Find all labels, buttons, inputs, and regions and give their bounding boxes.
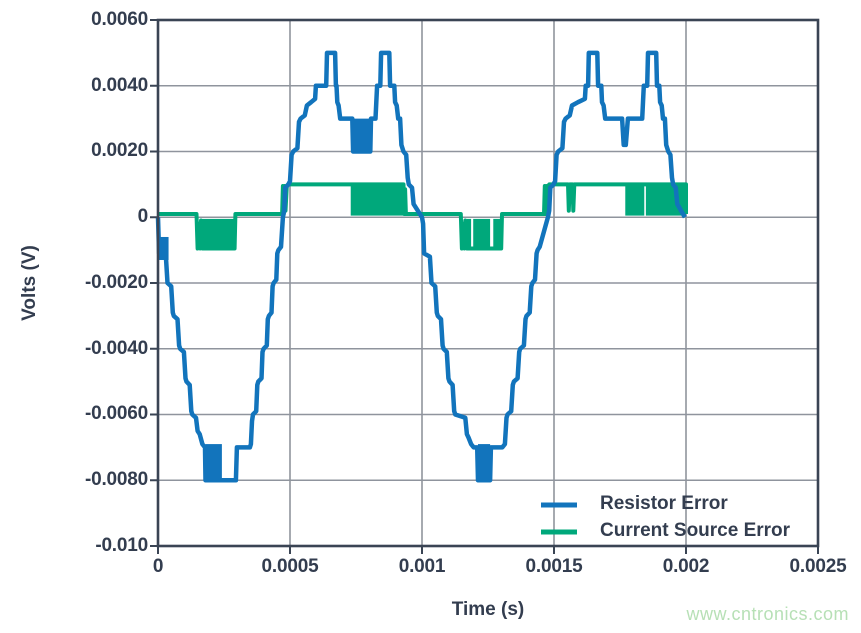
y-tick-label: 0.0020: [91, 140, 148, 161]
series-band-1: [466, 218, 472, 249]
series-band-1: [202, 218, 235, 249]
x-tick-label: 0.0005: [261, 556, 319, 577]
series-band-0: [205, 444, 222, 481]
series-band-1: [625, 186, 645, 216]
series-line-0: [155, 50, 687, 483]
y-tick-label: -0.0040: [84, 338, 148, 359]
legend-label-current-source-error: Current Source Error: [600, 520, 791, 541]
y-tick-label: 0.0040: [91, 75, 148, 96]
y-tick-label: 0: [137, 206, 149, 227]
series-line-1: [158, 182, 688, 251]
x-tick-label: 0: [152, 556, 164, 577]
y-axis-title: Volts (V): [19, 245, 40, 321]
x-axis-title: Time (s): [451, 599, 525, 620]
series-band-0: [353, 118, 371, 152]
series-band-0: [158, 236, 169, 260]
y-tick-label: -0.0080: [84, 469, 148, 490]
x-tick-label: 0.0025: [789, 556, 847, 577]
watermark: www.cntronics.com: [686, 604, 849, 624]
y-tick-label: -0.010: [95, 535, 148, 556]
y-tick-label: -0.0060: [84, 403, 148, 424]
series-band-1: [350, 186, 404, 216]
series-band-1: [493, 218, 502, 249]
x-tick-label: 0.0015: [525, 556, 583, 577]
x-tick-label: 0.002: [662, 556, 710, 577]
legend-label-resistor-error: Resistor Error: [600, 493, 728, 514]
x-tick-label: 0.001: [398, 556, 446, 577]
y-tick-label: 0.0060: [91, 9, 148, 30]
axes-frame: [156, 18, 820, 548]
series-band-0: [477, 444, 491, 481]
series-band-1: [473, 218, 491, 249]
y-tick-label: -0.0020: [84, 272, 148, 293]
